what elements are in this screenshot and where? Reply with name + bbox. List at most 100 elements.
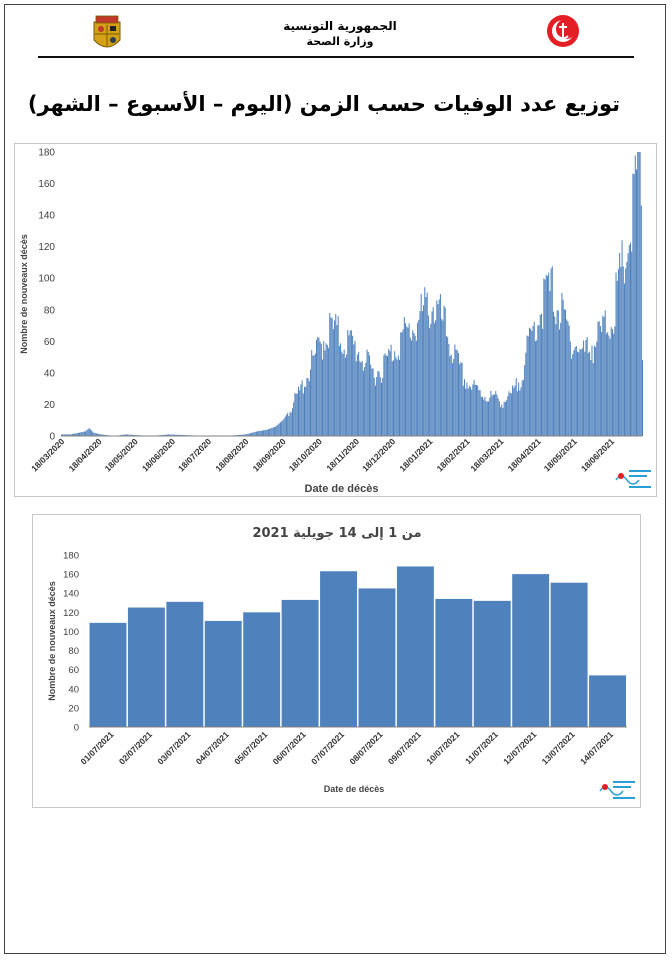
daily-bar bbox=[307, 378, 309, 436]
daily-bar bbox=[574, 346, 576, 436]
daily-bar bbox=[597, 321, 599, 436]
daily-bar bbox=[347, 330, 349, 436]
daily-bar bbox=[500, 407, 502, 436]
daily-bar bbox=[625, 268, 627, 436]
daily-bar bbox=[353, 344, 355, 436]
daily-bar bbox=[329, 313, 331, 436]
daily-bar bbox=[80, 432, 82, 436]
daily-bar bbox=[497, 398, 499, 436]
daily-bar bbox=[272, 427, 274, 436]
daily-bar bbox=[269, 428, 271, 436]
daily-bar bbox=[396, 359, 398, 436]
y-tick-label: 20 bbox=[44, 400, 56, 411]
daily-bar bbox=[449, 356, 451, 436]
daily-bar bbox=[466, 382, 468, 436]
daily-bar bbox=[249, 433, 251, 436]
daily-bar bbox=[453, 359, 455, 436]
daily-bar bbox=[545, 274, 547, 436]
red-crescent-logo-icon bbox=[547, 15, 579, 47]
daily-bar bbox=[592, 363, 594, 436]
daily-bar bbox=[163, 434, 165, 436]
daily-bar bbox=[79, 432, 81, 436]
daily-bar bbox=[546, 276, 548, 436]
daily-bar bbox=[557, 310, 559, 436]
y-tick-label: 100 bbox=[63, 627, 79, 638]
daily-bar bbox=[560, 322, 562, 436]
daily-bar bbox=[377, 371, 379, 436]
daily-bar bbox=[512, 385, 514, 436]
y-tick-label: 40 bbox=[44, 368, 56, 379]
daily-bar bbox=[584, 351, 586, 436]
daily-bar bbox=[376, 376, 378, 436]
daily-bar bbox=[370, 364, 372, 436]
daily-bar bbox=[62, 434, 64, 436]
daily-bar bbox=[380, 382, 382, 436]
july-bar bbox=[127, 607, 165, 727]
daily-bar bbox=[585, 339, 587, 436]
header-rule bbox=[38, 56, 634, 58]
daily-bar bbox=[125, 434, 127, 436]
daily-bar bbox=[240, 434, 242, 436]
daily-bar bbox=[538, 325, 540, 436]
daily-bar bbox=[556, 310, 558, 436]
daily-bar bbox=[518, 382, 520, 436]
daily-bar bbox=[166, 434, 168, 436]
daily-bar bbox=[302, 393, 304, 436]
daily-bar bbox=[642, 360, 644, 436]
daily-bar bbox=[527, 336, 529, 436]
daily-bar bbox=[619, 252, 621, 436]
daily-bar bbox=[104, 434, 106, 436]
daily-bar bbox=[65, 434, 67, 436]
daily-bar bbox=[532, 326, 534, 436]
daily-bar bbox=[544, 279, 546, 436]
x-tick-label: 18/04/2020 bbox=[67, 436, 104, 473]
daily-bar bbox=[496, 394, 498, 436]
y-tick-label: 80 bbox=[68, 646, 79, 657]
daily-bar bbox=[479, 390, 481, 436]
daily-bar bbox=[431, 311, 433, 436]
daily-bar bbox=[423, 305, 425, 436]
daily-bar bbox=[555, 324, 557, 436]
daily-bar bbox=[483, 399, 485, 436]
daily-bar bbox=[577, 351, 579, 436]
daily-bar bbox=[563, 309, 565, 436]
daily-bar bbox=[68, 434, 70, 436]
x-tick-label: 18/08/2020 bbox=[213, 436, 250, 473]
y-tick-label: 160 bbox=[38, 179, 55, 190]
daily-bar bbox=[426, 292, 428, 436]
daily-bar bbox=[459, 364, 461, 436]
daily-bar bbox=[295, 393, 297, 436]
daily-bar bbox=[516, 391, 518, 436]
daily-bar bbox=[419, 311, 421, 436]
daily-bar bbox=[569, 341, 571, 436]
daily-bar bbox=[133, 434, 135, 436]
daily-bar bbox=[67, 434, 69, 436]
daily-bar bbox=[74, 433, 76, 436]
daily-bar bbox=[443, 305, 445, 436]
daily-bar bbox=[281, 421, 283, 436]
x-tick-label: 18/02/2021 bbox=[435, 436, 472, 473]
daily-bar bbox=[534, 341, 536, 436]
daily-bar bbox=[273, 426, 275, 436]
daily-bar bbox=[454, 344, 456, 436]
daily-bar bbox=[284, 416, 286, 436]
daily-bar bbox=[495, 391, 497, 436]
daily-bar bbox=[408, 323, 410, 436]
daily-bar bbox=[536, 340, 538, 436]
x-tick-label: 07/07/2021 bbox=[309, 729, 346, 766]
daily-deaths-chart: 0 20 40 60 80 100 120 140 160 180 18/03/2020 18/04/… bbox=[14, 143, 657, 497]
daily-bar bbox=[356, 354, 358, 436]
daily-bar bbox=[382, 377, 384, 436]
daily-bar bbox=[328, 348, 330, 436]
daily-bar bbox=[603, 317, 605, 436]
y-axis-title: Nombre de nouveaux décès bbox=[47, 581, 57, 701]
x-tick-label: 18/05/2021 bbox=[542, 436, 579, 473]
daily-bar bbox=[611, 329, 613, 436]
daily-bar bbox=[318, 337, 320, 436]
daily-bar bbox=[239, 434, 241, 436]
y-tick-label: 180 bbox=[38, 148, 55, 159]
daily-bar bbox=[255, 431, 257, 436]
header-country: الجمهورية التونسية bbox=[283, 19, 397, 33]
daily-bar bbox=[130, 434, 132, 436]
